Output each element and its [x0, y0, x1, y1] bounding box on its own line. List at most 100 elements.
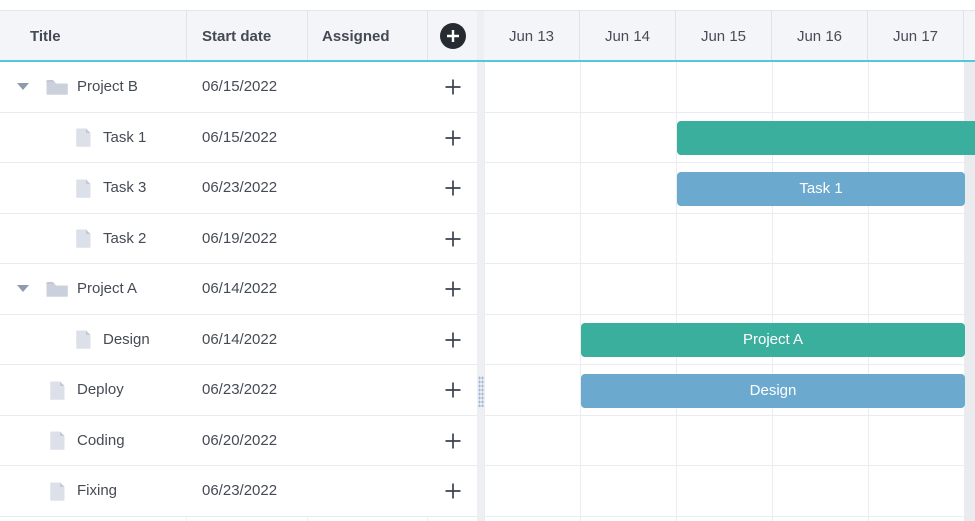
plus-icon — [444, 381, 462, 399]
folder-icon — [46, 279, 68, 299]
scale-cell-jun-16: Jun 16 — [772, 11, 868, 62]
file-icon — [76, 128, 91, 147]
task-title: Project A — [77, 264, 137, 314]
grid-row-project-b[interactable]: Project B 06/15/2022 — [0, 62, 477, 113]
scale-cell-jun-17: Jun 17 — [868, 11, 964, 62]
column-header-assigned: Assigned — [322, 11, 390, 62]
plus-icon — [446, 29, 460, 43]
plus-icon — [444, 482, 462, 500]
timeline-row — [484, 416, 975, 467]
chevron-down-icon[interactable] — [17, 83, 29, 90]
gantt-widget: Title Start date Assigned Project B 06/15… — [0, 10, 975, 520]
file-icon — [72, 330, 94, 350]
task-start-date: 06/15/2022 — [202, 113, 277, 163]
add-subtask-button[interactable] — [444, 280, 462, 298]
scale-cell-jun-14: Jun 14 — [580, 11, 676, 62]
file-icon — [76, 179, 91, 198]
add-subtask-button[interactable] — [444, 432, 462, 450]
add-subtask-button[interactable] — [444, 482, 462, 500]
task-bar-task-1[interactable]: Task 1 — [677, 172, 965, 206]
grid-row-task-3[interactable]: Task 3 06/23/2022 — [0, 163, 477, 214]
file-icon — [46, 431, 68, 451]
chevron-down-icon[interactable] — [17, 285, 29, 292]
column-divider — [307, 11, 308, 62]
grid-row-design[interactable]: Design 06/14/2022 — [0, 315, 477, 366]
grid-row-task-1[interactable]: Task 1 06/15/2022 — [0, 113, 477, 164]
header-underline — [0, 60, 975, 62]
task-title: Task 1 — [103, 113, 146, 163]
task-title: Deploy — [77, 365, 124, 415]
add-subtask-button[interactable] — [444, 381, 462, 399]
timeline-row — [484, 517, 975, 521]
file-icon — [46, 380, 68, 400]
timeline-column-line — [484, 62, 485, 521]
file-icon — [72, 229, 94, 249]
timeline-row — [484, 62, 975, 113]
task-title: Task 2 — [103, 214, 146, 264]
add-column-button[interactable] — [440, 23, 466, 49]
grid-bottom-strip — [0, 517, 477, 521]
task-bar-project-b[interactable] — [677, 121, 975, 155]
column-divider — [186, 11, 187, 62]
task-start-date: 06/23/2022 — [202, 163, 277, 213]
grid-row-project-a[interactable]: Project A 06/14/2022 — [0, 264, 477, 315]
add-subtask-button[interactable] — [444, 331, 462, 349]
folder-icon — [46, 79, 68, 95]
file-icon — [76, 229, 91, 248]
grid-timeline-divider — [477, 11, 484, 521]
grid-row-task-2[interactable]: Task 2 06/19/2022 — [0, 214, 477, 265]
timeline-column-line — [580, 62, 581, 521]
task-title: Fixing — [77, 466, 117, 516]
add-subtask-button[interactable] — [444, 78, 462, 96]
task-start-date: 06/20/2022 — [202, 416, 277, 466]
plus-icon — [444, 432, 462, 450]
task-start-date: 06/23/2022 — [202, 466, 277, 516]
plus-icon — [444, 78, 462, 96]
task-start-date: 06/14/2022 — [202, 264, 277, 314]
grid-row-fixing[interactable]: Fixing 06/23/2022 — [0, 466, 477, 517]
file-icon — [76, 330, 91, 349]
add-subtask-button[interactable] — [444, 179, 462, 197]
scale-cell-jun-15: Jun 15 — [676, 11, 772, 62]
grid-header: Title Start date Assigned — [0, 11, 477, 62]
plus-icon — [444, 280, 462, 298]
task-title: Coding — [77, 416, 125, 466]
folder-icon — [46, 77, 68, 97]
task-title: Project B — [77, 62, 138, 112]
task-title: Design — [103, 315, 150, 365]
grid-resizer-handle[interactable] — [478, 376, 484, 407]
file-icon — [72, 178, 94, 198]
column-divider — [427, 11, 428, 62]
file-icon — [50, 431, 65, 450]
task-bar-project-a[interactable]: Project A — [581, 323, 965, 357]
scale-cell-jun-13: Jun 13 — [484, 11, 580, 62]
file-icon — [72, 128, 94, 148]
timeline-row — [484, 214, 975, 265]
file-icon — [50, 482, 65, 501]
task-title: Task 3 — [103, 163, 146, 213]
task-start-date: 06/23/2022 — [202, 365, 277, 415]
plus-icon — [444, 179, 462, 197]
column-header-start-date: Start date — [202, 11, 271, 62]
column-header-title: Title — [30, 11, 61, 62]
file-icon — [46, 481, 68, 501]
task-start-date: 06/14/2022 — [202, 315, 277, 365]
task-start-date: 06/19/2022 — [202, 214, 277, 264]
grid-row-deploy[interactable]: Deploy 06/23/2022 — [0, 365, 477, 416]
timeline-row — [484, 264, 975, 315]
plus-icon — [444, 129, 462, 147]
folder-icon — [46, 281, 68, 297]
file-icon — [50, 381, 65, 400]
timeline-body: Task 1 Project A Design — [484, 62, 975, 521]
plus-icon — [444, 230, 462, 248]
task-bar-design[interactable]: Design — [581, 374, 965, 408]
plus-icon — [444, 331, 462, 349]
task-start-date: 06/15/2022 — [202, 62, 277, 112]
timeline-row — [484, 466, 975, 517]
add-subtask-button[interactable] — [444, 230, 462, 248]
grid-row-coding[interactable]: Coding 06/20/2022 — [0, 416, 477, 467]
add-subtask-button[interactable] — [444, 129, 462, 147]
